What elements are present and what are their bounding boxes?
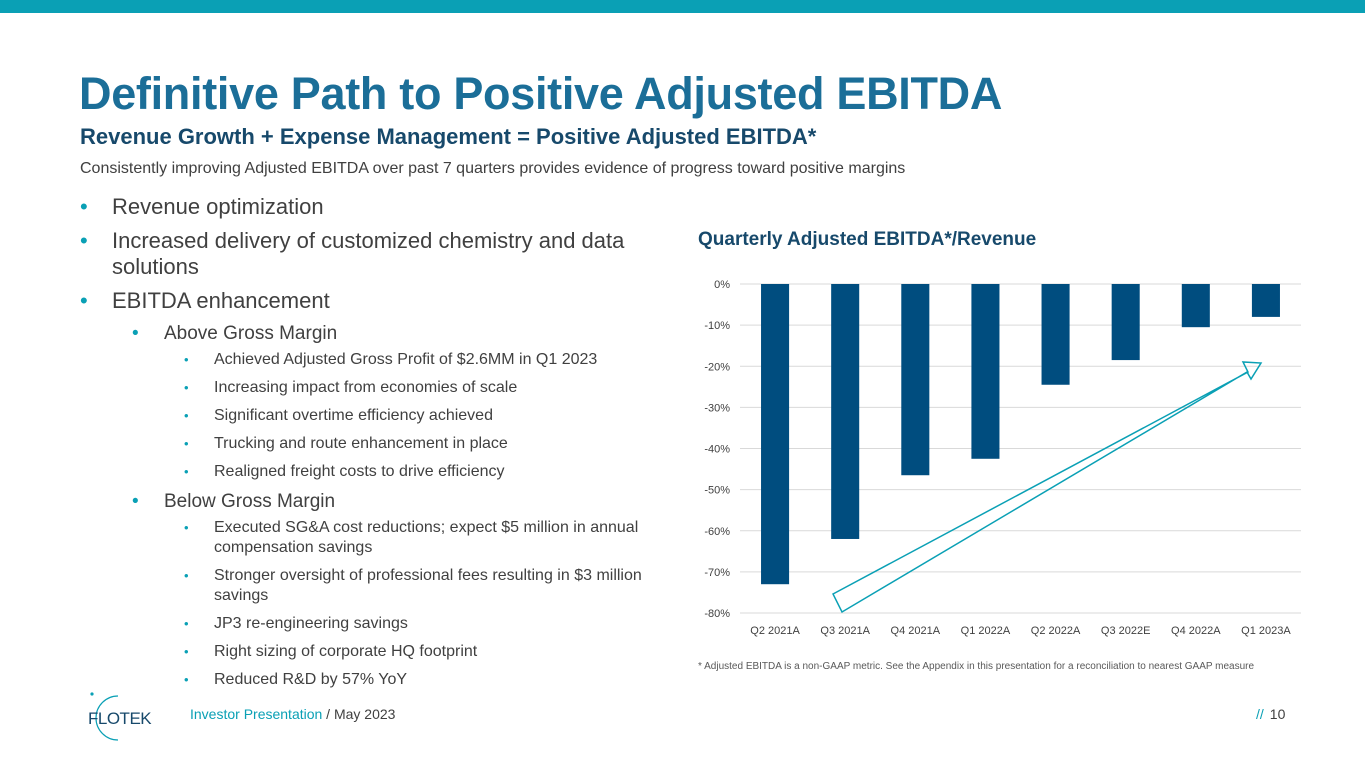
x-tick-label: Q3 2022E	[1101, 625, 1151, 637]
y-tick-label: -40%	[704, 444, 730, 456]
bullet-text: Executed SG&A cost reductions; expect $5…	[214, 519, 639, 556]
y-tick-label: -70%	[704, 567, 730, 579]
bar	[1041, 284, 1070, 385]
ebitda-bar-chart: 0% -10% -20% -30% -40% -50% -60% -70% -80% Q2 20…	[704, 279, 1301, 637]
footnote: * Adjusted EBITDA is a non-GAAP metric. …	[698, 661, 1255, 672]
bullet-text: Below Gross Margin	[164, 491, 336, 512]
bar	[761, 284, 790, 585]
bullet-dot: •	[184, 616, 189, 631]
bullet-text: Revenue optimization	[112, 194, 324, 219]
detail-bullet-item: • JP3 re-engineering savings	[80, 614, 670, 634]
bullet-item: • EBITDA enhancement	[80, 288, 670, 314]
trend-arrow-icon	[832, 361, 1263, 614]
bullet-dot: •	[80, 288, 88, 313]
detail-bullet-item: • Reduced R&D by 57% YoY	[80, 670, 670, 690]
y-tick-label: -30%	[704, 402, 730, 414]
bullet-dot: •	[184, 408, 189, 423]
bullet-dot: •	[184, 436, 189, 451]
y-tick-label: -50%	[704, 485, 730, 497]
bullet-text: Realigned freight costs to drive efficie…	[214, 463, 505, 480]
bullet-text: Trucking and route enhancement in place	[214, 435, 508, 452]
flotek-logo: FLOTEK	[88, 692, 153, 741]
y-tick-label: -10%	[704, 320, 730, 332]
detail-bullet-item: • Realigned freight costs to drive effici…	[80, 462, 670, 482]
logo-text: FLOTEK	[88, 709, 152, 728]
bullet-text: JP3 re-engineering savings	[214, 615, 408, 632]
bullet-text: Increasing impact from economies of scal…	[214, 379, 518, 396]
sub-bullet-item: • Above Gross Margin	[80, 322, 670, 346]
bullet-dot: •	[184, 464, 189, 479]
detail-bullet-item: • Right sizing of corporate HQ footprint	[80, 642, 670, 662]
bar	[901, 284, 930, 476]
chart-bars	[761, 284, 1280, 585]
chart-title: Quarterly Adjusted EBITDA*/Revenue	[698, 229, 1037, 250]
bullet-dot: •	[80, 228, 88, 253]
bullet-text: Right sizing of corporate HQ footprint	[214, 643, 478, 660]
page-number: 10	[1269, 706, 1286, 722]
y-tick-label: -60%	[704, 526, 730, 538]
x-tick-label: Q1 2023A	[1241, 625, 1291, 637]
chart-x-axis: Q2 2021A Q3 2021A Q4 2021A Q1 2022A Q2 2022A…	[750, 625, 1291, 637]
bullet-dot: •	[184, 568, 189, 583]
bar	[1181, 284, 1210, 328]
bar	[1251, 284, 1280, 317]
bullet-text: EBITDA enhancement	[112, 288, 330, 313]
x-tick-label: Q3 2021A	[820, 625, 870, 637]
bullet-text: Significant overtime efficiency achieved	[214, 407, 493, 424]
page-description: Consistently improving Adjusted EBITDA o…	[80, 160, 906, 177]
bullet-dot: •	[184, 672, 189, 687]
y-tick-label: -20%	[704, 361, 730, 373]
y-tick-label: -80%	[704, 608, 730, 620]
page-subtitle: Revenue Growth + Expense Management = Po…	[80, 124, 817, 149]
bar	[971, 284, 1000, 459]
bullet-text: Above Gross Margin	[164, 323, 338, 344]
detail-bullet-item: • Increasing impact from economies of sca…	[80, 378, 670, 398]
bullet-dot: •	[132, 323, 139, 344]
bar	[831, 284, 860, 539]
x-tick-label: Q2 2021A	[750, 625, 800, 637]
x-tick-label: Q4 2021A	[891, 625, 941, 637]
detail-bullet-item: • Stronger oversight of professional fees…	[80, 566, 670, 606]
bullet-dot: •	[132, 491, 139, 512]
chart-y-axis: 0% -10% -20% -30% -40% -50% -60% -70% -80%	[704, 279, 730, 620]
footer-presentation-label: Investor Presentation	[190, 706, 323, 722]
bullet-item: • Revenue optimization	[80, 194, 670, 220]
footer-page: // 10	[1256, 706, 1285, 722]
bar	[1111, 284, 1140, 361]
detail-bullet-item: • Significant overtime efficiency achieve…	[80, 406, 670, 426]
x-tick-label: Q4 2022A	[1171, 625, 1221, 637]
footer-date: / May 2023	[322, 706, 396, 722]
bullet-item: • Increased delivery of customized chemis…	[80, 228, 670, 280]
detail-bullet-item: • Trucking and route enhancement in place	[80, 434, 670, 454]
x-tick-label: Q2 2022A	[1031, 625, 1081, 637]
bullet-dot: •	[80, 194, 88, 219]
bullet-text: Reduced R&D by 57% YoY	[214, 671, 408, 688]
bullet-list: • Revenue optimization • Increased deliver…	[80, 194, 670, 698]
bullet-dot: •	[184, 644, 189, 659]
y-tick-label: 0%	[714, 279, 730, 291]
chart-gridlines	[740, 283, 1301, 614]
bullet-text: Achieved Adjusted Gross Profit of $2.6MM…	[214, 351, 598, 368]
footer-slash: //	[1256, 706, 1264, 722]
x-tick-label: Q1 2022A	[961, 625, 1011, 637]
bullet-dot: •	[184, 352, 189, 367]
footer-presentation-info: Investor Presentation / May 2023	[190, 706, 395, 722]
page-title: Definitive Path to Positive Adjusted EBI…	[79, 68, 1003, 119]
detail-bullet-item: • Achieved Adjusted Gross Profit of $2.6M…	[80, 350, 670, 370]
bullet-dot: •	[184, 380, 189, 395]
bullet-text: Stronger oversight of professional fees …	[214, 567, 642, 604]
top-accent-bar	[0, 0, 1365, 13]
bullet-text: Increased delivery of customized chemist…	[112, 228, 625, 279]
detail-bullet-item: • Executed SG&A cost reductions; expect $…	[80, 518, 670, 558]
bullet-dot: •	[184, 520, 189, 535]
sub-bullet-item: • Below Gross Margin	[80, 490, 670, 514]
